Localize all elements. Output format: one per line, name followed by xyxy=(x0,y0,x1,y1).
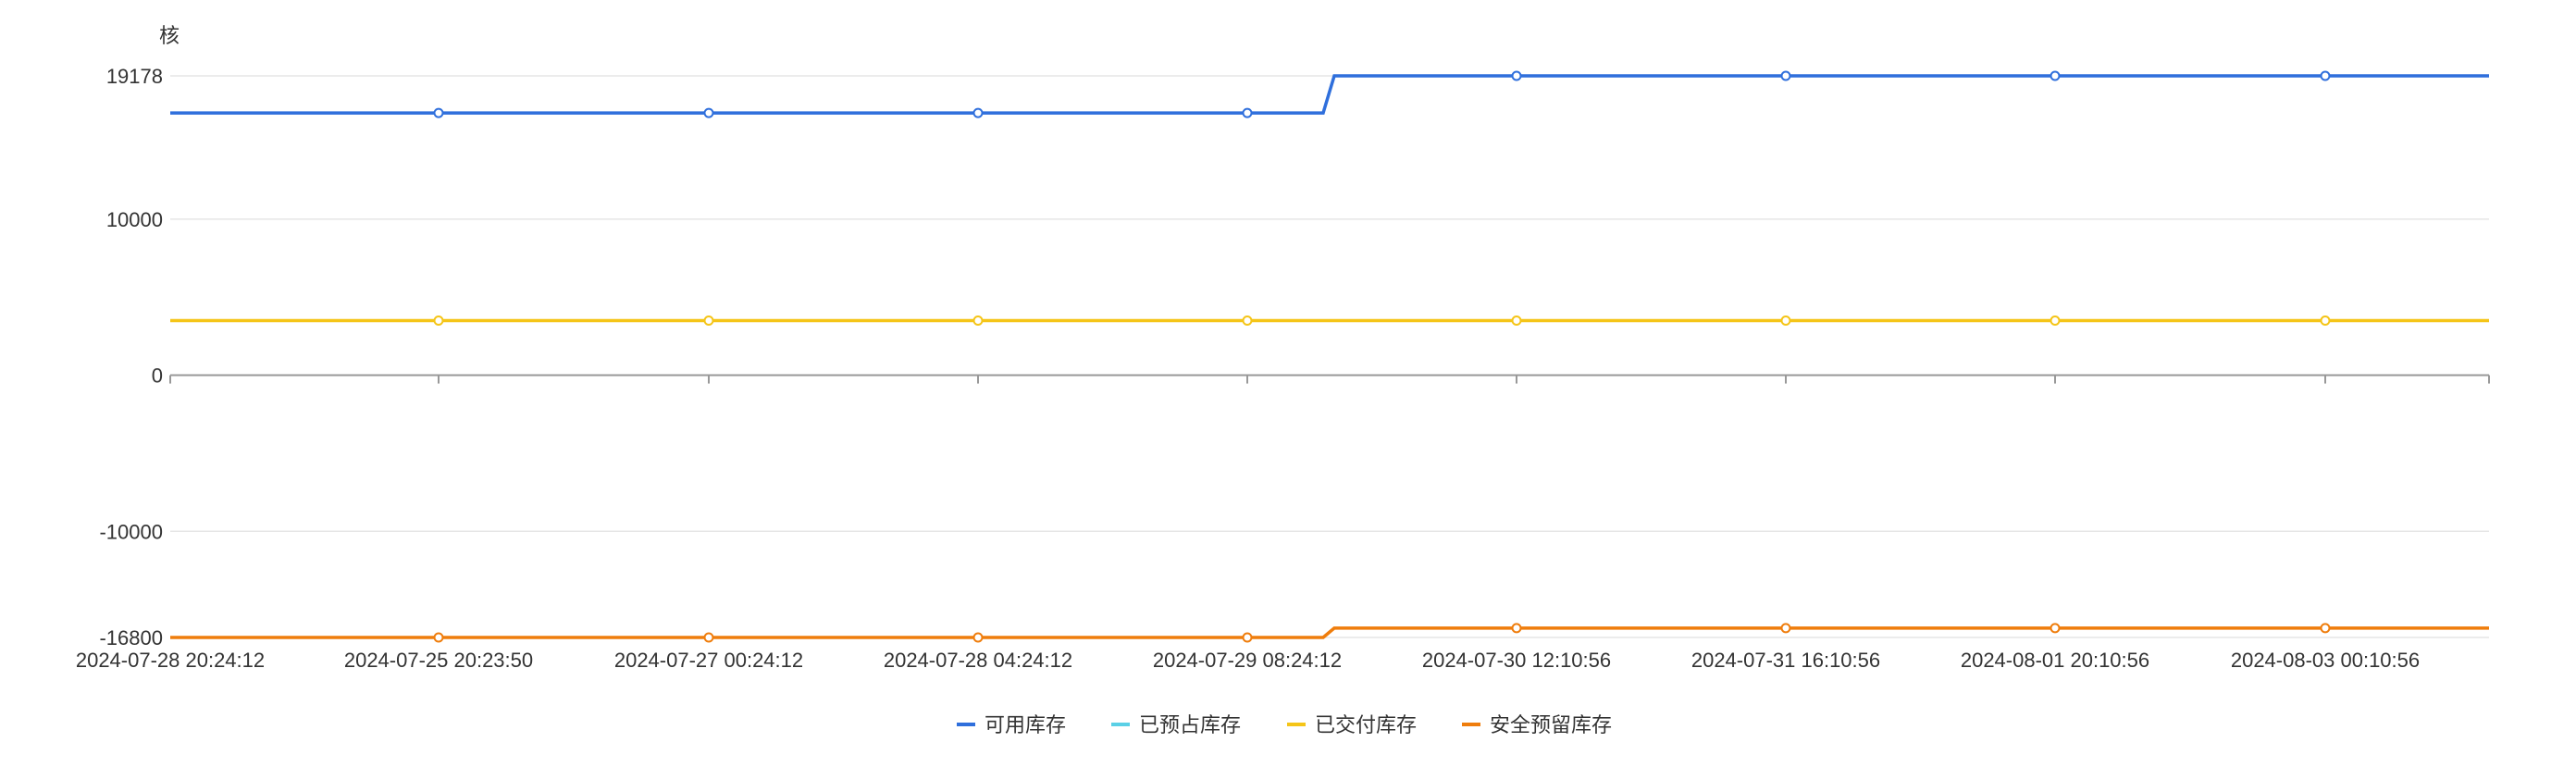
legend-label: 已交付库存 xyxy=(1315,713,1417,736)
series-line xyxy=(170,74,2489,115)
y-tick-label: -16800 xyxy=(99,626,163,649)
grid-group xyxy=(170,75,2489,638)
series-point xyxy=(703,107,714,118)
series-point xyxy=(2320,70,2331,81)
series-point xyxy=(433,315,444,327)
series-point xyxy=(703,315,714,327)
series-point xyxy=(972,107,984,118)
series-point xyxy=(1511,70,1522,81)
x-tick-label: 2024-07-31 16:10:56 xyxy=(1691,649,1880,672)
series-point xyxy=(1242,107,1253,118)
x-tick-label: 2024-07-28 04:24:12 xyxy=(884,649,1072,672)
y-axis-unit-label: 核 xyxy=(159,24,180,47)
series-point xyxy=(1242,632,1253,643)
series-point xyxy=(1511,315,1522,327)
series-point xyxy=(2050,70,2061,81)
series-point xyxy=(433,107,444,118)
y-tick-label: 19178 xyxy=(106,65,163,88)
series-point xyxy=(703,632,714,643)
y-tick-label: 0 xyxy=(152,365,163,388)
x-tick-label: 2024-07-28 20:24:12 xyxy=(76,649,265,672)
series-point xyxy=(1511,623,1522,634)
x-tick-label: 2024-08-03 00:10:56 xyxy=(2231,649,2420,672)
series-point xyxy=(2050,623,2061,634)
series-point xyxy=(2050,315,2061,327)
x-tick-label: 2024-07-30 12:10:56 xyxy=(1422,649,1611,672)
series-point xyxy=(2320,315,2331,327)
series-line xyxy=(170,626,2489,639)
legend-label: 安全预留库存 xyxy=(1490,713,1612,736)
series-point xyxy=(1780,70,1791,81)
series-point xyxy=(1780,315,1791,327)
series-point xyxy=(1780,623,1791,634)
y-tick-label: -10000 xyxy=(99,520,163,543)
x-tick-label: 2024-07-25 20:23:50 xyxy=(344,649,533,672)
y-tick-label: 10000 xyxy=(106,208,163,231)
legend: 可用库存 已预占库存 已交付库存 安全预留库存 xyxy=(957,713,1612,736)
legend-label: 可用库存 xyxy=(985,713,1066,736)
x-tick-label: 2024-08-01 20:10:56 xyxy=(1961,649,2149,672)
series-point xyxy=(972,632,984,643)
x-tick-label: 2024-07-27 00:24:12 xyxy=(614,649,803,672)
legend-label: 已预占库存 xyxy=(1139,713,1241,736)
x-tick-label: 2024-07-29 08:24:12 xyxy=(1153,649,1342,672)
series-point xyxy=(2320,623,2331,634)
series-point xyxy=(1242,315,1253,327)
series-point xyxy=(972,315,984,327)
series-point xyxy=(433,632,444,643)
